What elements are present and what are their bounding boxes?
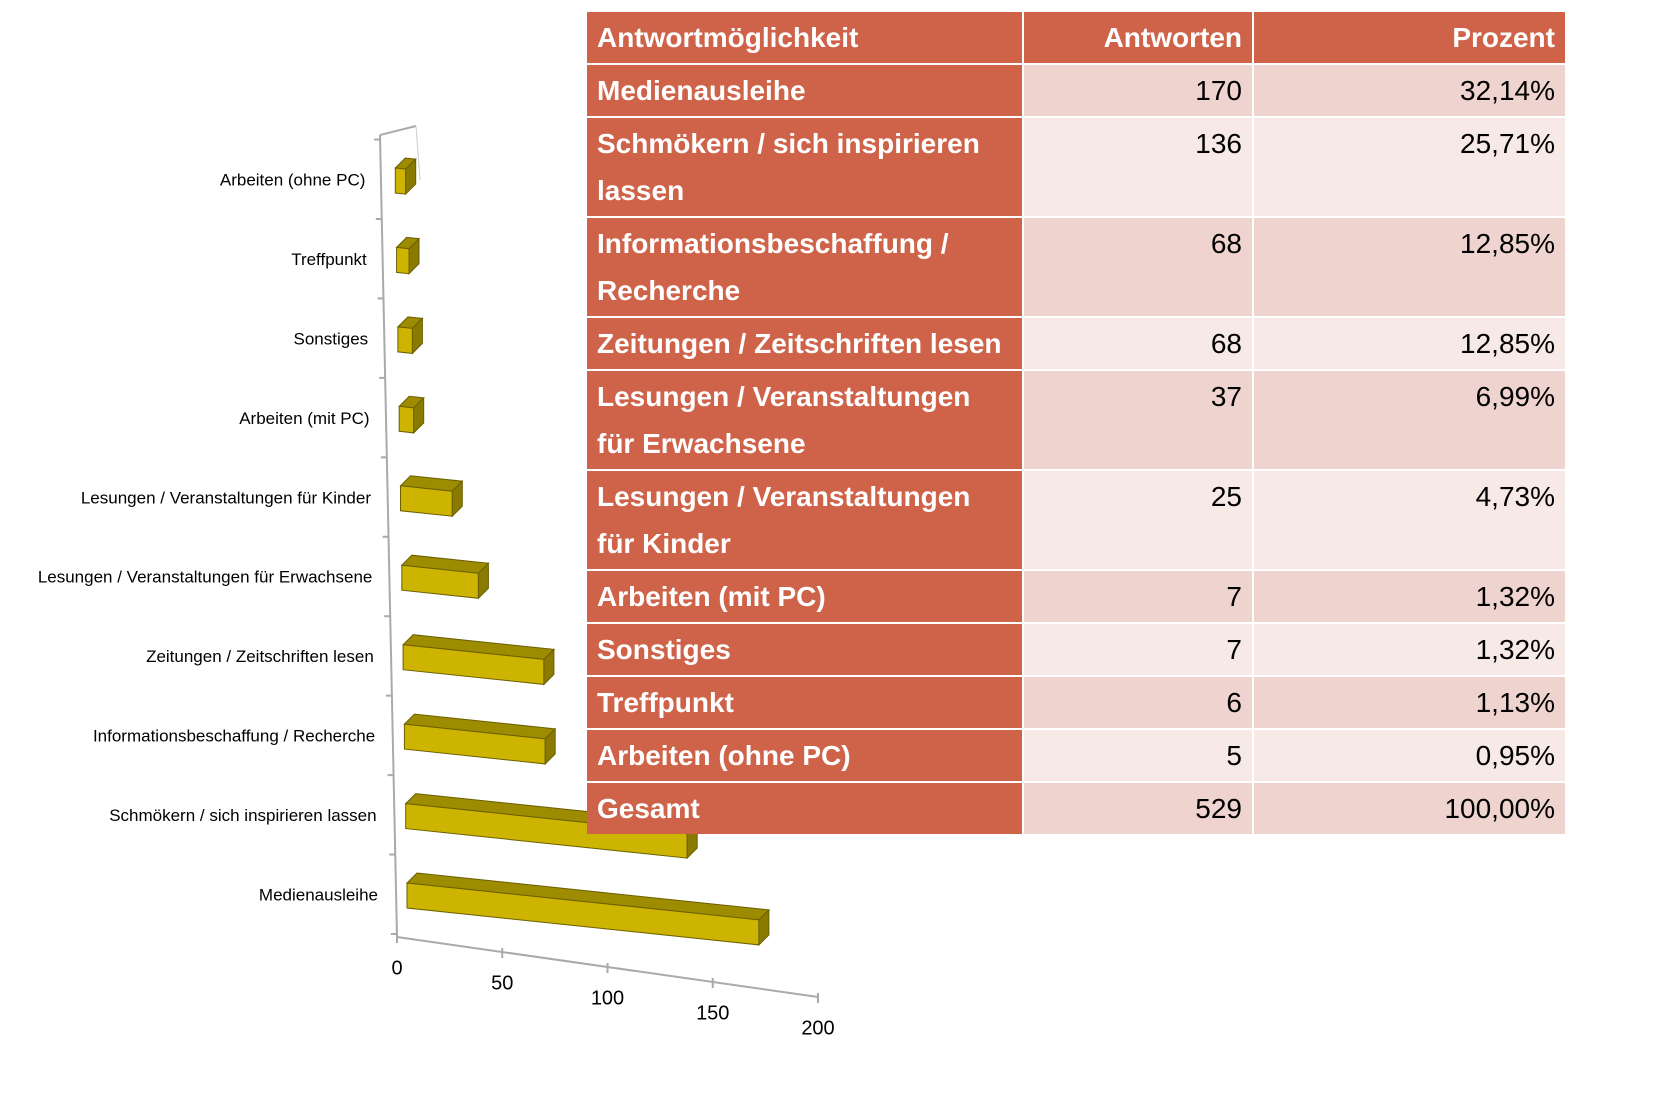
row-label: Schmökern / sich inspirieren lassen xyxy=(587,118,1022,216)
category-label: Sonstiges xyxy=(294,329,369,348)
cell: 4,73% xyxy=(1254,471,1565,569)
header-row: Antwortmöglichkeit Antworten Prozent xyxy=(587,12,1565,63)
category-label: Medienausleihe xyxy=(259,885,378,904)
row-label: Informationsbeschaffung / Recherche xyxy=(587,218,1022,316)
table-row: Zeitungen / Zeitschriften lesen 68 12,85% xyxy=(587,318,1565,369)
table-row: Gesamt 529 100,00% xyxy=(587,783,1565,834)
bar xyxy=(403,713,557,766)
table-row: Medienausleihe 170 32,14% xyxy=(587,65,1565,116)
bar xyxy=(395,236,421,275)
axis-edge xyxy=(379,125,417,136)
row-label: Sonstiges xyxy=(587,624,1022,675)
bar-end xyxy=(544,727,556,766)
cell: 136 xyxy=(1024,118,1252,216)
cell: 1,32% xyxy=(1254,624,1565,675)
x-tick-label: 200 xyxy=(801,1017,834,1039)
cell: 6 xyxy=(1024,677,1252,728)
bar xyxy=(405,872,770,947)
table-row: Lesungen / Veranstaltungen für Kinder 25 4… xyxy=(587,471,1565,569)
bar-end xyxy=(451,479,463,518)
bar-end xyxy=(758,908,770,947)
header-cell: Antworten xyxy=(1024,12,1252,63)
header-cell: Antwortmöglichkeit xyxy=(587,12,1022,63)
category-label: Zeitungen / Zeitschriften lesen xyxy=(146,647,374,666)
cell: 32,14% xyxy=(1254,65,1565,116)
table-row: Schmökern / sich inspirieren lassen 136 25… xyxy=(587,118,1565,216)
row-label: Lesungen / Veranstaltungen für Kinder xyxy=(587,471,1022,569)
row-label: Lesungen / Veranstaltungen für Erwachsen… xyxy=(587,371,1022,469)
row-label: Gesamt xyxy=(587,783,1022,834)
category-label: Arbeiten (ohne PC) xyxy=(220,170,366,189)
table-row: Arbeiten (mit PC) 7 1,32% xyxy=(587,571,1565,622)
cell: 12,85% xyxy=(1254,218,1565,316)
cell: 37 xyxy=(1024,371,1252,469)
bar-end xyxy=(411,317,423,355)
category-label: Lesungen / Veranstaltungen für Kinder xyxy=(81,488,371,507)
cell: 25 xyxy=(1024,471,1252,569)
bar xyxy=(398,395,425,435)
table-row: Arbeiten (ohne PC) 5 0,95% xyxy=(587,730,1565,781)
bar xyxy=(402,634,555,686)
bar xyxy=(394,157,417,196)
cell: 100,00% xyxy=(1254,783,1565,834)
bar-end xyxy=(408,237,420,275)
category-label: Informationsbeschaffung / Recherche xyxy=(93,727,375,746)
cell: 0,95% xyxy=(1254,730,1565,781)
cell: 6,99% xyxy=(1254,371,1565,469)
cell: 68 xyxy=(1024,318,1252,369)
table-row: Lesungen / Veranstaltungen für Erwachsen… xyxy=(587,371,1565,469)
cell: 68 xyxy=(1024,218,1252,316)
category-label: Arbeiten (mit PC) xyxy=(239,409,369,428)
bar xyxy=(399,475,464,518)
data-table: Antwortmöglichkeit Antworten Prozent Medien… xyxy=(585,10,1567,836)
row-label: Zeitungen / Zeitschriften lesen xyxy=(587,318,1022,369)
table-row: Sonstiges 7 1,32% xyxy=(587,624,1565,675)
bar-front xyxy=(394,167,407,195)
bar-end xyxy=(543,648,555,686)
bar-end xyxy=(405,157,417,196)
row-label: Treffpunkt xyxy=(587,677,1022,728)
cell: 529 xyxy=(1024,783,1252,834)
x-tick-label: 150 xyxy=(696,1002,729,1024)
table-row: Informationsbeschaffung / Recherche 68 12,… xyxy=(587,218,1565,316)
bar-end xyxy=(477,562,489,600)
bar xyxy=(400,554,490,600)
category-label: Schmökern / sich inspirieren lassen xyxy=(109,806,376,825)
category-label: Lesungen / Veranstaltungen für Erwachsen… xyxy=(38,568,373,587)
row-label: Arbeiten (mit PC) xyxy=(587,571,1022,622)
x-tick-label: 0 xyxy=(391,957,402,979)
bar-front xyxy=(398,405,415,434)
cell: 25,71% xyxy=(1254,118,1565,216)
cell: 12,85% xyxy=(1254,318,1565,369)
bar-front xyxy=(400,485,453,517)
x-tick-label: 50 xyxy=(491,972,513,994)
cell: 1,13% xyxy=(1254,677,1565,728)
category-label: Treffpunkt xyxy=(291,250,367,269)
bar-end xyxy=(413,396,425,435)
cell: 7 xyxy=(1024,571,1252,622)
bar-front xyxy=(397,326,413,354)
cell: 1,32% xyxy=(1254,571,1565,622)
row-label: Arbeiten (ohne PC) xyxy=(587,730,1022,781)
table-row: Treffpunkt 6 1,13% xyxy=(587,677,1565,728)
cell: 170 xyxy=(1024,65,1252,116)
row-label: Medienausleihe xyxy=(587,65,1022,116)
bar-front xyxy=(396,246,410,275)
cell: 7 xyxy=(1024,624,1252,675)
bar xyxy=(396,316,424,355)
x-tick-label: 100 xyxy=(591,987,624,1009)
header-cell: Prozent xyxy=(1254,12,1565,63)
axis-edge xyxy=(415,125,421,181)
cell: 5 xyxy=(1024,730,1252,781)
